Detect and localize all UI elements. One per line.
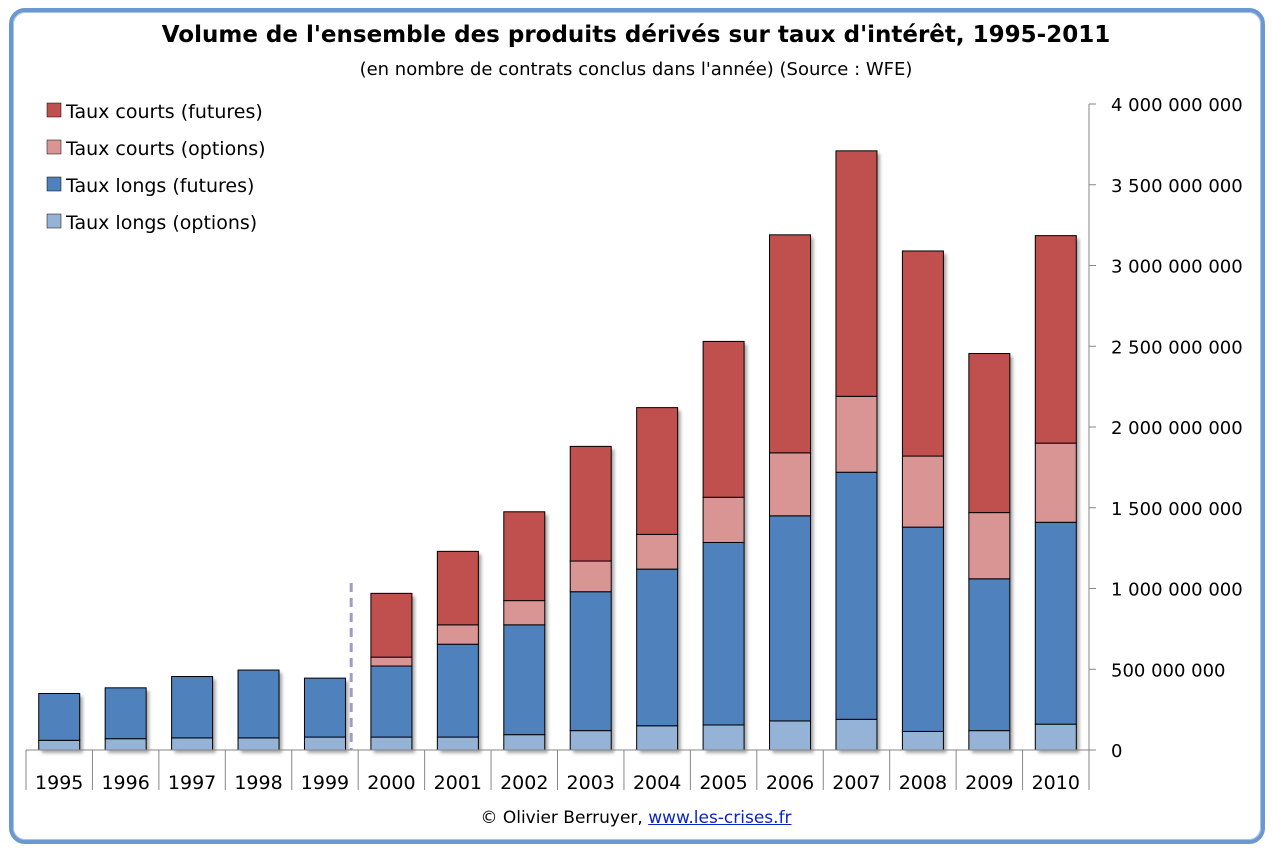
legend-label: Taux courts (futures) [65,101,263,123]
credit-text: © Olivier Berruyer, [480,808,643,828]
legend-swatch [46,139,62,155]
bar-2008-taux-courts-options [901,455,944,528]
x-tick-label-1996: 1996 [101,772,149,794]
bar-2004-taux-courts-options [636,533,679,570]
x-tick-label-2006: 2006 [766,772,814,794]
bar-2007-taux-courts-options [835,395,878,473]
chart-title: Volume de l'ensemble des produits dérivé… [161,22,1111,48]
bar-2005-taux-longs-options [702,724,745,751]
bar-2006-taux-courts-futures [769,234,812,454]
bar-2006-taux-courts-options [769,452,812,517]
bar-2002-taux-courts-futures [503,511,546,602]
bar-1997-taux-longs-options [171,737,214,751]
y-tick-label: 3 500 000 000 [1111,176,1243,197]
legend-swatch [46,102,62,118]
x-tick-label-1999: 1999 [301,772,349,794]
bar-2010-taux-courts-futures [1034,235,1077,444]
website-link[interactable]: www.les-crises.fr [648,808,792,828]
bar-2007-taux-courts-futures [835,150,878,397]
bar-2000-taux-longs-options [370,736,413,751]
y-tick-label: 0 [1111,741,1122,762]
bar-1995-taux-longs-options [38,739,81,751]
legend-swatch [46,176,62,192]
bar-2005-taux-longs-futures [702,541,745,726]
bar-1995-taux-longs-futures [38,692,81,741]
bar-2003-taux-longs-futures [569,591,612,732]
bar-2010-taux-courts-options [1034,442,1077,523]
y-tick-label: 3 000 000 000 [1111,257,1243,278]
bar-2009-taux-longs-futures [968,578,1011,732]
credit-line: © Olivier Berruyer, www.les-crises.fr [0,808,1272,828]
x-tick-label-2009: 2009 [965,772,1013,794]
bar-2005-taux-courts-futures [702,340,745,498]
bar-1999-taux-longs-options [303,736,346,751]
legend-label: Taux longs (futures) [65,175,254,197]
legend-label: Taux courts (options) [65,138,266,160]
y-tick-label: 2 000 000 000 [1111,418,1243,439]
y-tick-label: 2 500 000 000 [1111,337,1243,358]
bar-1998-taux-longs-options [237,737,280,751]
bar-2001-taux-longs-futures [436,643,479,738]
y-tick-label: 1 500 000 000 [1111,499,1243,520]
x-tick-label-2003: 2003 [567,772,615,794]
bar-2002-taux-longs-options [503,734,546,751]
bar-2004-taux-courts-futures [636,407,679,535]
bar-2004-taux-longs-futures [636,568,679,727]
y-tick-label: 1 000 000 000 [1111,580,1243,601]
bar-2010-taux-longs-options [1034,723,1077,751]
x-tick-label-1997: 1997 [168,772,216,794]
bar-2003-taux-courts-options [569,560,612,593]
x-tick-label-2002: 2002 [500,772,548,794]
bar-2005-taux-courts-options [702,496,745,543]
bar-2001-taux-courts-options [436,624,479,645]
x-tick-label-2007: 2007 [832,772,880,794]
bar-2009-taux-courts-options [968,512,1011,580]
bars-group [38,150,1077,751]
chart-subtitle: (en nombre de contrats conclus dans l'an… [359,59,913,80]
bar-2009-taux-courts-futures [968,353,1011,514]
bar-2006-taux-longs-options [769,720,812,751]
y-tick-label: 500 000 000 [1111,660,1226,681]
x-tick-label-2008: 2008 [899,772,947,794]
bar-1999-taux-longs-futures [303,677,346,738]
bar-1998-taux-longs-futures [237,669,280,739]
x-tick-label-2005: 2005 [699,772,747,794]
bar-2002-taux-courts-options [503,600,546,626]
bar-2001-taux-longs-options [436,736,479,751]
bar-2006-taux-longs-futures [769,515,812,722]
bar-1996-taux-longs-futures [104,687,147,740]
bar-2001-taux-courts-futures [436,550,479,626]
bar-1996-taux-longs-options [104,738,147,751]
x-tick-label-1995: 1995 [35,772,83,794]
bar-1997-taux-longs-futures [171,676,214,739]
bar-2008-taux-courts-futures [901,250,944,457]
bar-2000-taux-longs-futures [370,665,413,738]
bar-2007-taux-longs-futures [835,471,878,720]
bar-2003-taux-longs-options [569,730,612,751]
y-tick-label: 4 000 000 000 [1111,95,1243,116]
bar-2008-taux-longs-options [901,730,944,751]
bar-2000-taux-courts-futures [370,592,413,658]
bar-2009-taux-longs-options [968,730,1011,751]
x-tick-label-1998: 1998 [234,772,282,794]
bar-2003-taux-courts-futures [569,445,612,562]
bar-2004-taux-longs-options [636,725,679,751]
axes-group: 1995 1996 1997 1998 1999 2000 2001 2002 2003 2004… [25,95,1243,794]
x-tick-label-2000: 2000 [367,772,415,794]
bar-2008-taux-longs-futures [901,526,944,732]
bar-2007-taux-longs-options [835,718,878,751]
bar-2010-taux-longs-futures [1034,521,1077,725]
x-tick-label-2004: 2004 [633,772,681,794]
x-tick-label-2010: 2010 [1032,772,1080,794]
bar-2000-taux-courts-options [370,656,413,667]
legend-swatch [46,213,62,229]
bar-2002-taux-longs-futures [503,624,546,736]
legend-label: Taux longs (options) [65,212,257,234]
legend: Taux courts (futures) Taux courts (option… [46,101,266,234]
x-tick-label-2001: 2001 [434,772,482,794]
